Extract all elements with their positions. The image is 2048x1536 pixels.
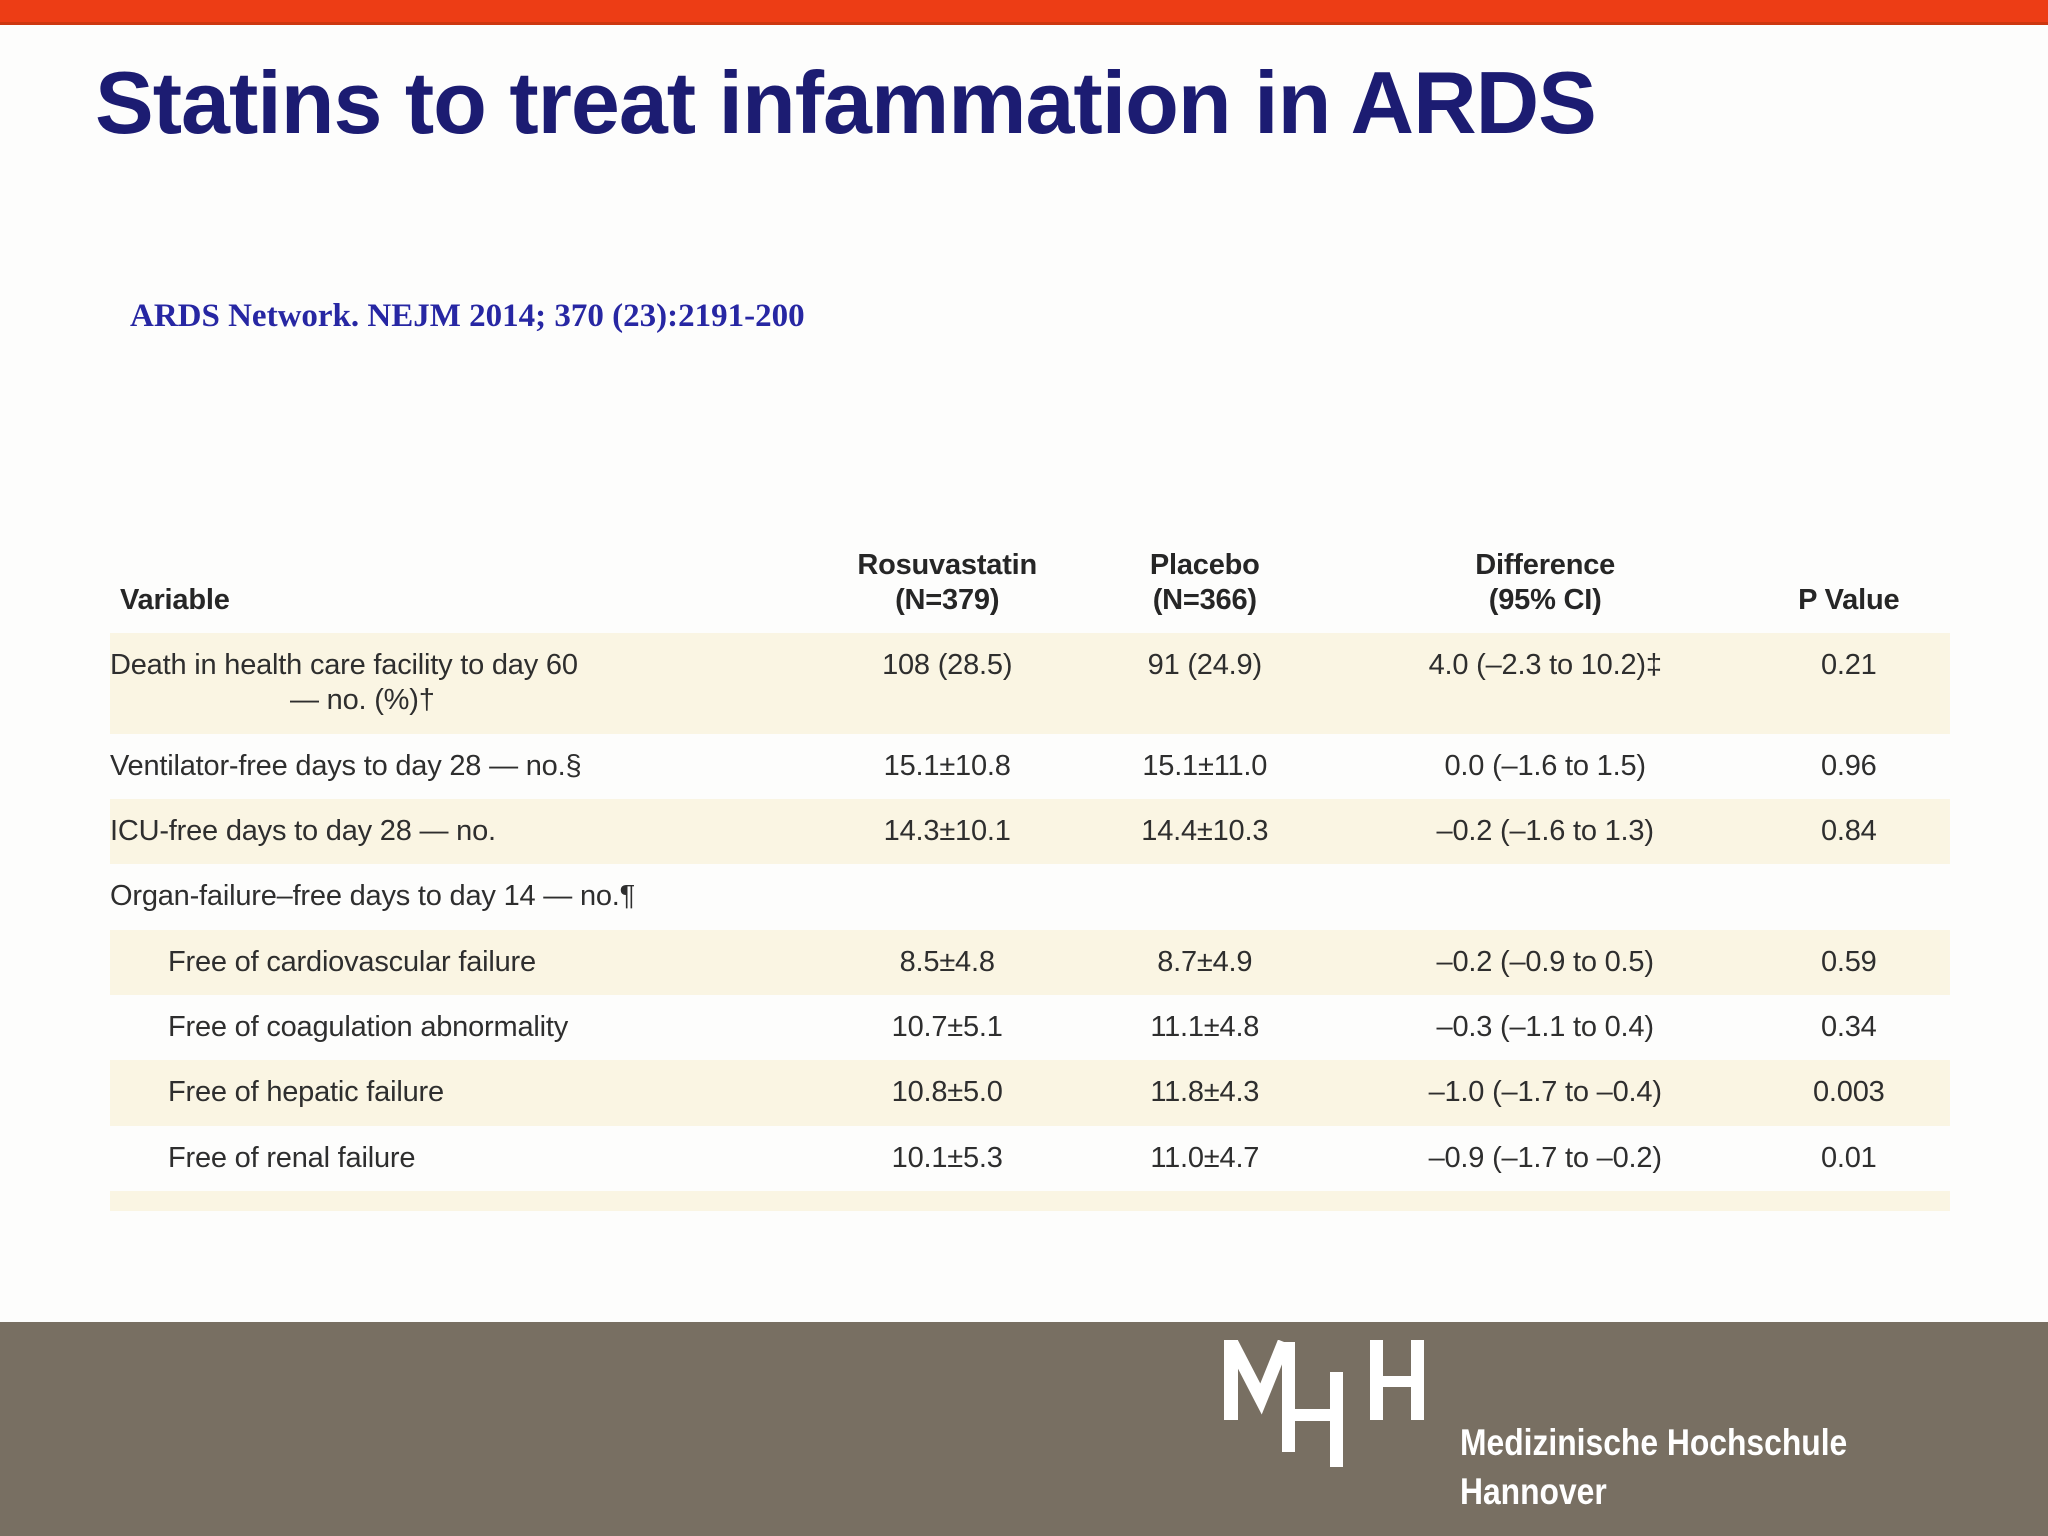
cell-difference: 4.0 (–2.3 to 10.2)‡ bbox=[1428, 648, 1662, 681]
column-header-rosuvastatin-line1: Rosuvastatin bbox=[857, 549, 1038, 581]
cell-rosuvastatin: 15.1±10.8 bbox=[883, 749, 1011, 782]
variable-line2: — no. (%)† bbox=[290, 684, 435, 717]
column-header-p-value: P Value bbox=[1798, 584, 1900, 617]
table-bottom-strip bbox=[110, 1191, 1950, 1212]
cell-rosuvastatin: 14.3±10.1 bbox=[883, 814, 1011, 847]
column-header-rosuvastatin-line2: (N=379) bbox=[895, 584, 1000, 617]
cell-variable: Organ-failure–free days to day 14 — no.¶ bbox=[110, 880, 636, 913]
mhh-logo-icon bbox=[1224, 1340, 1424, 1467]
table-header-row: Variable Rosuvastatin (N=379) Placebo (N… bbox=[110, 548, 1950, 633]
cell-difference: –0.3 (–1.1 to 0.4) bbox=[1436, 1011, 1654, 1043]
results-table: Variable Rosuvastatin (N=379) Placebo (N… bbox=[110, 548, 1950, 1212]
cell-difference: –1.0 (–1.7 to –0.4) bbox=[1428, 1076, 1662, 1109]
cell-placebo: 11.1±4.8 bbox=[1150, 1011, 1260, 1043]
cell-variable: Ventilator-free days to day 28 — no.§ bbox=[110, 749, 582, 782]
cell-difference bbox=[1343, 864, 1748, 929]
institution-line1: Medizinische Hochschule bbox=[1460, 1422, 1848, 1463]
cell-placebo bbox=[1067, 864, 1343, 929]
cell-p-value bbox=[1748, 864, 1950, 929]
cell-p-value: 0.84 bbox=[1820, 814, 1877, 847]
cell-difference: 0.0 (–1.6 to 1.5) bbox=[1444, 749, 1647, 782]
institution-name: Medizinische Hochschule Hannover bbox=[1460, 1418, 1847, 1516]
cell-difference: –0.9 (–1.7 to –0.2) bbox=[1428, 1141, 1662, 1174]
cell-p-value: 0.34 bbox=[1820, 1011, 1877, 1043]
cell-variable: Free of coagulation abnormality bbox=[168, 1011, 569, 1043]
cell-p-value: 0.21 bbox=[1820, 648, 1877, 681]
column-header-placebo-line2: (N=366) bbox=[1152, 584, 1257, 617]
footer: Medizinische Hochschule Hannover bbox=[0, 1322, 2048, 1536]
cell-rosuvastatin: 108 (28.5) bbox=[882, 648, 1013, 681]
cell-p-value: 0.96 bbox=[1820, 749, 1877, 782]
institution-line2: Hannover bbox=[1460, 1471, 1607, 1512]
citation: ARDS Network. NEJM 2014; 370 (23):2191-2… bbox=[130, 298, 805, 334]
column-header-difference: Difference (95% CI) bbox=[1343, 548, 1748, 633]
cell-rosuvastatin: 10.8±5.0 bbox=[891, 1076, 1003, 1109]
table-row: Death in health care facility to day 60 … bbox=[110, 632, 1950, 734]
table-row: Free of cardiovascular failure 8.5±4.8 8… bbox=[110, 929, 1950, 995]
table-row: ICU-free days to day 28 — no. 14.3±10.1 … bbox=[110, 798, 1950, 865]
cell-variable: Free of hepatic failure bbox=[168, 1076, 444, 1109]
cell-variable: Free of renal failure bbox=[168, 1141, 416, 1174]
cell-placebo: 91 (24.9) bbox=[1147, 648, 1262, 681]
slide-title: Statins to treat infammation in ARDS bbox=[95, 53, 1597, 152]
table-row: Free of renal failure 10.1±5.3 11.0±4.7 … bbox=[110, 1126, 1950, 1191]
cell-p-value: 0.59 bbox=[1820, 945, 1877, 978]
cell-rosuvastatin: 8.5±4.8 bbox=[899, 945, 995, 978]
cell-p-value: 0.01 bbox=[1820, 1141, 1877, 1174]
cell-variable: Free of cardiovascular failure bbox=[168, 945, 536, 978]
table-row: Free of coagulation abnormality 10.7±5.1… bbox=[110, 995, 1950, 1060]
table-row: Ventilator-free days to day 28 — no.§ 15… bbox=[110, 734, 1950, 799]
column-header-difference-line2: (95% CI) bbox=[1488, 584, 1602, 617]
variable-line1: Death in health care facility to day 60 bbox=[110, 648, 578, 681]
cell-placebo: 15.1±11.0 bbox=[1142, 749, 1268, 782]
column-header-difference-line1: Difference bbox=[1475, 549, 1616, 581]
cell-difference: –0.2 (–0.9 to 0.5) bbox=[1436, 945, 1654, 978]
table-section-row: Organ-failure–free days to day 14 — no.¶ bbox=[110, 864, 1950, 929]
cell-placebo: 11.0±4.7 bbox=[1150, 1141, 1260, 1174]
cell-p-value: 0.003 bbox=[1813, 1076, 1885, 1109]
cell-placebo: 11.8±4.3 bbox=[1150, 1076, 1260, 1109]
cell-variable: ICU-free days to day 28 — no. bbox=[110, 814, 496, 847]
table-row: Free of hepatic failure 10.8±5.0 11.8±4.… bbox=[110, 1060, 1950, 1126]
cell-variable: Death in health care facility to day 60 … bbox=[110, 633, 828, 734]
cell-placebo: 8.7±4.9 bbox=[1157, 945, 1253, 978]
cell-placebo: 14.4±10.3 bbox=[1141, 814, 1269, 847]
cell-rosuvastatin bbox=[828, 864, 1067, 929]
column-header-placebo-line1: Placebo bbox=[1149, 549, 1260, 581]
column-header-variable: Variable bbox=[120, 584, 230, 617]
cell-difference: –0.2 (–1.6 to 1.3) bbox=[1436, 814, 1654, 847]
cell-rosuvastatin: 10.1±5.3 bbox=[891, 1141, 1003, 1174]
column-header-rosuvastatin: Rosuvastatin (N=379) bbox=[828, 548, 1067, 633]
column-header-placebo: Placebo (N=366) bbox=[1067, 548, 1343, 633]
cell-rosuvastatin: 10.7±5.1 bbox=[891, 1011, 1003, 1043]
top-accent-bar bbox=[0, 0, 2048, 25]
